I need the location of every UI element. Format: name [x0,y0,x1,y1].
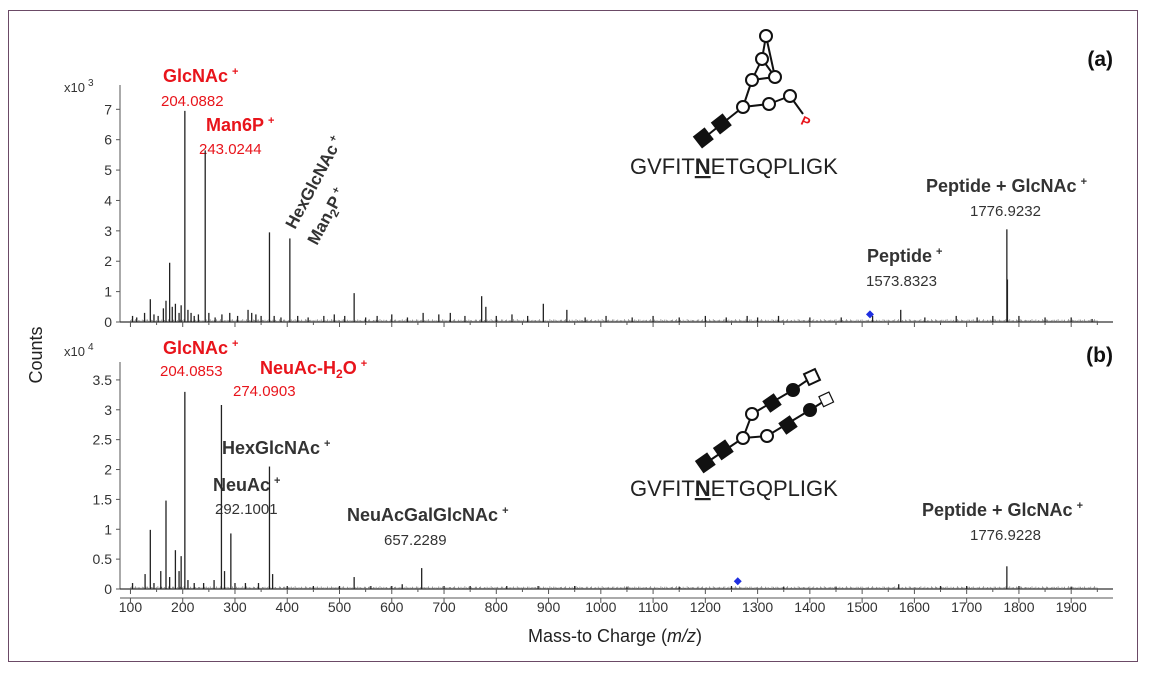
sequence-a: GVFITNETGQPLIGK [630,154,838,179]
mannose-circle-icon [759,29,773,43]
sialic-acid-square-icon [802,367,822,387]
x-tick-label: 1000 [585,599,616,615]
y-tick-label-a: 6 [104,132,112,148]
panel-b-annotations: (b) x10 4 GlcNAc + 204.0853 NeuAc-H2O + 274… [64,338,1113,549]
y-tick-label-a: 0 [104,314,112,330]
mannose-circle-icon [760,429,774,443]
y-tick-label-a: 3 [104,223,112,239]
x-axis-label: Mass-to Charge (m/z) [528,626,702,646]
plot-layer: 0 1 2 3 4 5 6 7 0 0.5 1 1.5 2 2.5 3 3.5 100 200 300 400 500 6… [93,85,1113,615]
x-tick-label: 100 [119,599,143,615]
x-tick-label: 1500 [847,599,878,615]
x-tick-label: 700 [432,599,456,615]
value-neuac-b: 292.1001 [215,501,278,518]
label-glcnac-a: GlcNAc + [163,66,238,86]
mannose-circle-icon [745,73,759,87]
galactose-circle-icon [786,383,800,397]
x-tick-label: 1600 [899,599,930,615]
mannose-circle-icon [768,70,782,84]
label-peptide-glcnac-b: Peptide + GlcNAc + [922,500,1083,520]
x-tick-label: 400 [276,599,300,615]
mannose-circle-icon [762,97,776,111]
mannose-circle-icon [783,89,797,103]
label-neuac-h2o-b: NeuAc-H2O + [260,358,367,381]
x-tick-label: 800 [485,599,509,615]
y-tick-label-b: 0 [104,581,112,597]
panel-a-tag: (a) [1087,48,1113,71]
phospho-label: P [799,113,813,130]
y-axis-label: Counts [26,326,46,383]
y-tick-label-a: 4 [104,192,112,208]
figure-frame [8,10,1138,662]
y-tick-label-a: 7 [104,101,112,117]
y-tick-label-a: 5 [104,162,112,178]
label-man6p-a: Man6P + [206,115,274,135]
value-peptide-glcnac-b: 1776.9228 [970,527,1041,544]
value-peptide-a: 1573.8323 [866,273,937,290]
label-hexglcnac-b: HexGlcNAc + [222,438,330,458]
x-tick-label: 200 [171,599,195,615]
precursor-marker-b [733,577,742,586]
value-neuacgalglcnac-b: 657.2289 [384,532,447,549]
sialic-acid-square-icon [818,391,835,408]
glcnac-square-icon [692,127,714,149]
precursor-marker-a [865,310,874,319]
y-tick-label-b: 0.5 [93,551,113,567]
y-tick-label-a: 1 [104,284,112,300]
glcnac-square-icon [778,415,798,435]
panel-a-annotations: (a) x10 3 GlcNAc + 204.0882 Man6P + 243.024… [64,29,1113,290]
glcnac-square-icon [762,393,782,413]
panel-a-scale: x10 3 [64,78,94,95]
glcnac-square-icon [712,439,734,461]
panel-b-tag: (b) [1086,344,1113,367]
x-tick-label: 1900 [1056,599,1087,615]
y-tick-label-b: 3.5 [93,372,113,388]
y-tick-label-b: 1 [104,521,112,537]
glycan-structure-a [692,29,804,149]
glycan-structure-b [694,367,835,474]
value-man6p-a: 243.0244 [199,141,262,158]
x-tick-label: 1700 [951,599,982,615]
x-tick-label: 600 [380,599,404,615]
noise-floor-b [130,586,1098,589]
label-neuac-b: NeuAc + [213,475,280,495]
mannose-circle-icon [736,431,750,445]
x-tick-label: 300 [223,599,247,615]
x-tick-label: 1100 [638,599,668,615]
x-tick-label: 1300 [742,599,773,615]
x-tick-label: 900 [537,599,561,615]
label-glcnac-b: GlcNAc + [163,338,238,358]
mannose-circle-icon [755,52,769,66]
y-tick-label-b: 3 [104,402,112,418]
value-peptide-glcnac-a: 1776.9232 [970,203,1041,220]
label-peptide-a: Peptide + [867,246,942,266]
x-tick-label: 500 [328,599,352,615]
value-glcnac-a: 204.0882 [161,93,224,110]
sequence-b: GVFITNETGQPLIGK [630,476,838,501]
panel-b-scale: x10 4 [64,342,94,359]
glcnac-square-icon [710,113,732,135]
y-tick-label-b: 2.5 [93,432,113,448]
y-tick-label-b: 2 [104,462,112,478]
mannose-circle-icon [736,100,750,114]
mannose-circle-icon [745,407,759,421]
galactose-circle-icon [803,403,817,417]
label-neuacgalglcnac-b: NeuAcGalGlcNAc + [347,505,509,525]
y-tick-label-b: 1.5 [93,491,113,507]
x-tick-label: 1800 [1003,599,1034,615]
value-neuac-h2o-b: 274.0903 [233,383,296,400]
value-glcnac-b: 204.0853 [160,363,223,380]
noise-floor-a [130,319,1098,322]
x-tick-label: 1400 [794,599,825,615]
glcnac-square-icon [694,452,716,474]
label-peptide-glcnac-a: Peptide + GlcNAc + [926,176,1087,196]
x-tick-label: 1200 [690,599,721,615]
y-tick-label-a: 2 [104,253,112,269]
